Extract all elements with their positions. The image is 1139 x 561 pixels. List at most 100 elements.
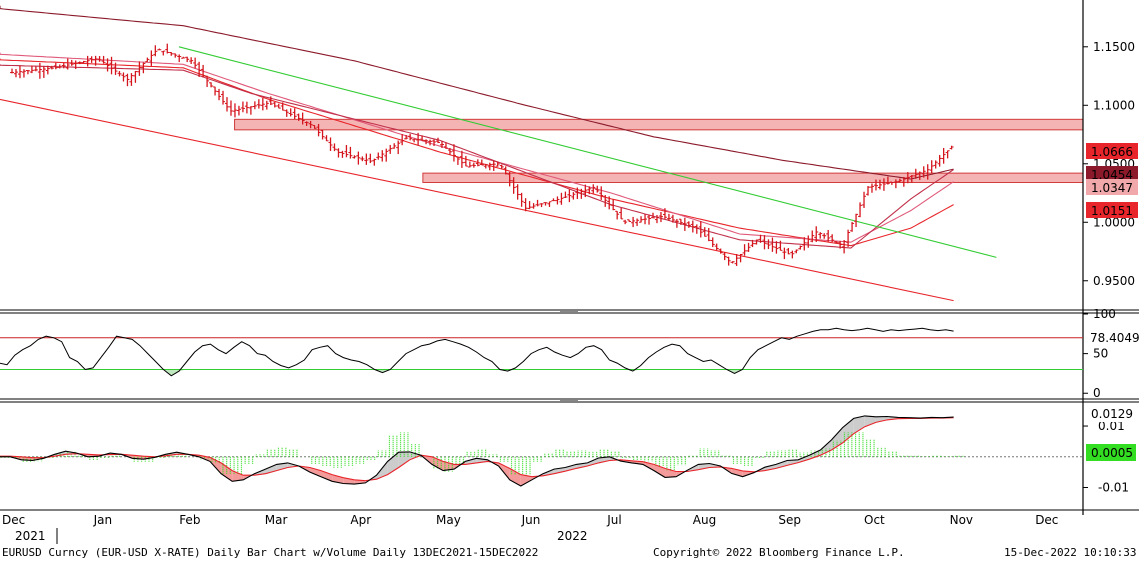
moving-average-line-0 xyxy=(0,5,954,180)
month-label: Nov xyxy=(950,513,973,527)
price-bar xyxy=(937,154,942,167)
moving-average-line-3 xyxy=(0,64,954,249)
price-bar xyxy=(782,247,787,260)
rsi-axis-ticks: 100 50 0 xyxy=(1083,307,1116,400)
price-bar xyxy=(834,241,839,244)
price-bar xyxy=(802,237,807,251)
svg-text:0.0005: 0.0005 xyxy=(1091,446,1133,460)
price-bar xyxy=(272,101,277,108)
trendlines xyxy=(0,46,997,302)
price-bar xyxy=(491,160,496,171)
price-bar xyxy=(129,73,134,86)
price-bar xyxy=(157,48,162,51)
price-bar xyxy=(718,248,723,254)
price-bar xyxy=(451,144,456,162)
price-bar xyxy=(814,226,819,243)
price-bar xyxy=(137,61,142,76)
price-bar xyxy=(113,62,118,75)
price-bar xyxy=(631,216,636,228)
rsi-tick-label: 50 xyxy=(1093,347,1108,361)
price-bar xyxy=(376,152,381,160)
price-bar xyxy=(706,227,711,242)
price-bar xyxy=(300,112,305,125)
price-bar xyxy=(698,221,703,238)
price-bar xyxy=(284,109,289,117)
price-bar xyxy=(25,69,30,75)
price-bar xyxy=(41,65,46,78)
macd-axis-ticks: 0.01 -0.01 xyxy=(1083,419,1129,494)
price-bar xyxy=(205,75,210,88)
macd-histogram-value-label: 0.0005 xyxy=(1086,444,1136,461)
price-bar xyxy=(921,166,926,178)
price-bar xyxy=(790,250,795,259)
price-bar xyxy=(818,232,823,239)
price-bar xyxy=(463,155,468,167)
trendline-0 xyxy=(178,46,997,258)
price-bar xyxy=(627,219,632,222)
price-bar xyxy=(487,162,492,171)
macd-tick-label: -0.01 xyxy=(1098,480,1129,494)
price-bar xyxy=(702,227,707,237)
price-bar xyxy=(686,221,691,228)
timestamp: 15-Dec-2022 10:10:33 xyxy=(1004,546,1136,559)
price-bar xyxy=(209,82,214,88)
price-bar xyxy=(332,143,337,152)
price-bar xyxy=(866,185,870,196)
month-label: Feb xyxy=(179,513,200,527)
price-bar xyxy=(778,240,783,251)
price-bar xyxy=(766,239,771,250)
price-bar xyxy=(316,123,321,137)
price-bar xyxy=(177,54,182,63)
price-bar xyxy=(133,70,138,83)
price-bar xyxy=(794,249,799,254)
month-label: Aug xyxy=(693,513,716,527)
price-bar xyxy=(320,129,325,140)
price-bar xyxy=(412,138,417,143)
price-bar xyxy=(21,69,26,78)
price-bar xyxy=(61,63,66,69)
macd-signal-fill xyxy=(587,457,599,466)
price-bar xyxy=(595,185,600,193)
price-bar xyxy=(404,134,409,140)
year-label-2021: 2021 xyxy=(15,529,46,543)
price-bar xyxy=(591,184,596,194)
price-bar xyxy=(439,141,444,149)
price-bar xyxy=(678,218,683,225)
price-bar xyxy=(93,55,98,66)
price-bar xyxy=(543,202,548,206)
rsi-line xyxy=(0,327,954,377)
price-bar xyxy=(276,103,281,109)
price-bar xyxy=(503,166,508,175)
price-bar xyxy=(583,184,588,198)
price-bar xyxy=(587,186,592,195)
price-bar xyxy=(475,159,480,167)
price-bar xyxy=(304,121,309,126)
price-bar xyxy=(252,101,257,110)
price-bar xyxy=(73,60,78,69)
price-bar xyxy=(623,219,628,225)
price-bar xyxy=(45,65,50,75)
price-bar xyxy=(495,161,500,167)
price-bar xyxy=(392,143,397,149)
last-value-badge: 1.0666 xyxy=(1086,143,1138,159)
price-bar xyxy=(236,105,241,116)
macd-signal-fill xyxy=(210,457,222,474)
price-bar xyxy=(97,56,102,62)
last-value-badge-label: 1.0151 xyxy=(1091,204,1133,218)
macd-signal-fill xyxy=(820,439,832,456)
month-label: Jan xyxy=(93,513,113,527)
price-bar xyxy=(105,58,110,72)
axis-frame xyxy=(0,0,1139,515)
price-bar xyxy=(531,203,536,209)
price-panel xyxy=(0,5,1084,302)
price-bar xyxy=(121,72,126,82)
price-bar xyxy=(224,97,229,112)
price-bar xyxy=(945,150,950,159)
price-bar xyxy=(925,164,930,180)
chart-description: EURUSD Curncy (EUR-USD X-RATE) Daily Bar… xyxy=(2,546,538,559)
price-bar xyxy=(292,108,297,120)
price-bar xyxy=(877,179,882,190)
price-bar xyxy=(360,156,365,162)
price-bar xyxy=(296,113,301,121)
price-bar xyxy=(873,179,878,191)
